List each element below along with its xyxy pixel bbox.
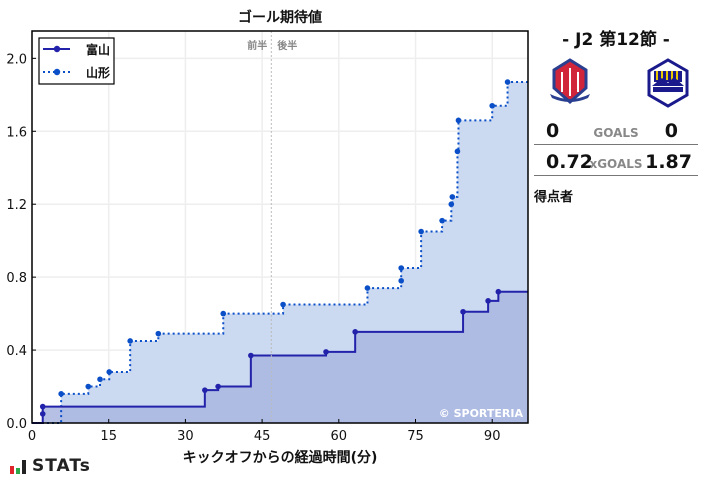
match-summary: - J2 第12節 - 0 GOALS 0 0.72 xGOALS 1.87 得… (534, 26, 698, 205)
x-tick-label: 90 (484, 429, 501, 444)
data-point-山形 (106, 369, 113, 375)
x-tick-label: 45 (254, 429, 271, 444)
data-point-山形 (58, 391, 64, 397)
x-tick-label: 30 (177, 429, 194, 444)
home-team-logo (550, 58, 590, 104)
data-point-富山 (460, 308, 466, 315)
data-point-富山 (352, 329, 358, 335)
bar-chart-icon (10, 460, 26, 474)
y-tick-label: 0.4 (6, 344, 27, 359)
data-point-富山 (39, 411, 46, 417)
legend-box (38, 37, 115, 85)
data-point-富山 (39, 403, 46, 410)
data-point-山形 (449, 194, 456, 200)
legend-marker-富山 (53, 45, 61, 53)
data-point-山形 (418, 228, 424, 235)
legend-label: 富山 (86, 42, 110, 57)
chart-title: ゴール期待値 (238, 9, 322, 26)
goals-label: GOALS (593, 126, 639, 140)
data-point-富山 (495, 288, 502, 295)
x-axis-label: キックオフからの経過時間(分) (183, 449, 378, 466)
data-point-富山 (215, 383, 221, 390)
x-tick-label: 60 (331, 429, 348, 444)
data-point-山形 (489, 102, 496, 109)
x-tick-label: 15 (100, 429, 117, 444)
area-富山 (32, 291, 528, 423)
data-point-山形 (155, 330, 162, 337)
first-half-label: 前半 (247, 39, 267, 52)
away-goals: 0 (664, 120, 678, 142)
y-tick-label: 0.0 (6, 417, 27, 432)
data-point-富山 (202, 387, 208, 393)
data-point-山形 (280, 301, 286, 308)
data-point-山形 (364, 285, 371, 291)
xgoals-row: 0.72 xGOALS 1.87 (534, 145, 698, 176)
plot-frame (31, 30, 529, 424)
away-xgoals: 1.87 (645, 151, 692, 173)
series-line-富山 (32, 290, 528, 424)
y-tick-label: 2.0 (6, 52, 27, 67)
data-point-富山 (485, 298, 491, 304)
scorers-label: 得点者 (534, 190, 574, 205)
watermark: © SPORTERIA (439, 407, 524, 420)
data-point-山形 (448, 201, 455, 208)
brand-logo: STATs (10, 456, 91, 476)
xgoals-label: xGOALS (589, 157, 643, 171)
data-point-山形 (454, 148, 461, 155)
round-title: - J2 第12節 - (562, 30, 670, 50)
data-point-山形 (127, 338, 133, 344)
data-point-山形 (97, 376, 103, 383)
data-point-山形 (85, 383, 92, 390)
data-point-山形 (455, 117, 462, 124)
home-goals: 0 (546, 120, 560, 142)
away-team-logo (647, 58, 689, 108)
y-tick-label: 1.2 (6, 198, 27, 213)
y-tick-label: 1.6 (6, 125, 27, 140)
legend-label: 山形 (86, 65, 110, 80)
brand-name: STATs (32, 456, 91, 476)
home-xgoals: 0.72 (546, 151, 593, 173)
data-point-富山 (323, 349, 329, 355)
y-tick-label: 0.8 (6, 271, 27, 286)
legend-marker-山形 (53, 68, 61, 76)
data-point-山形 (398, 265, 404, 271)
data-point-山形 (398, 277, 404, 284)
x-tick-label: 75 (407, 429, 424, 444)
goals-row: 0 GOALS 0 (534, 114, 698, 145)
data-point-山形 (504, 79, 511, 85)
x-tick-label: 0 (28, 429, 36, 444)
second-half-label: 後半 (277, 39, 297, 52)
data-point-山形 (439, 217, 445, 224)
data-point-富山 (248, 352, 254, 359)
data-point-山形 (220, 310, 227, 317)
